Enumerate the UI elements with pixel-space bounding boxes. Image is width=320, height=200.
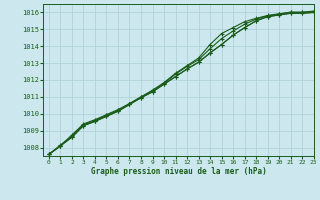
X-axis label: Graphe pression niveau de la mer (hPa): Graphe pression niveau de la mer (hPa): [91, 167, 266, 176]
